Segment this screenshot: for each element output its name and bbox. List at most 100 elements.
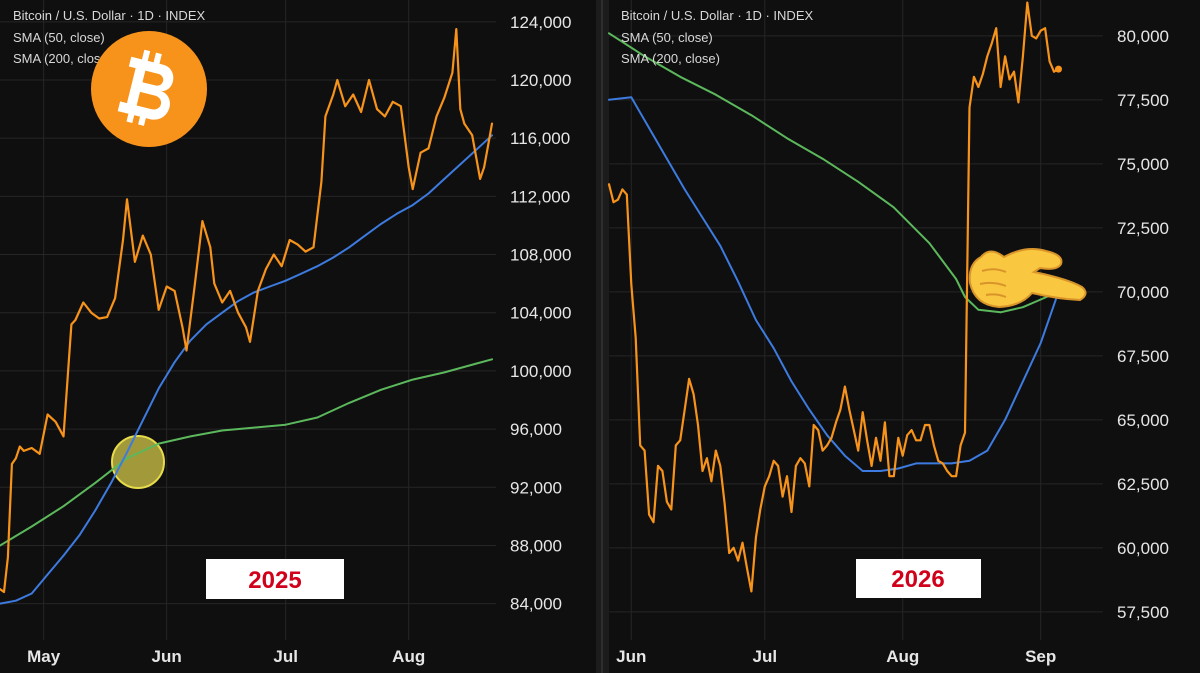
data-point: [126, 198, 128, 201]
bitcoin-logo-icon: [91, 31, 207, 147]
year-label-text-2025: 2025: [248, 567, 301, 594]
data-point: [688, 378, 690, 380]
data-point: [253, 291, 255, 294]
data-point: [999, 86, 1002, 88]
data-point: [443, 178, 446, 180]
data-point: [94, 482, 97, 484]
data-point: [62, 435, 65, 438]
x-tick-label: Aug: [392, 647, 425, 666]
data-point: [165, 285, 168, 288]
data-point: [296, 243, 299, 246]
data-point: [459, 163, 462, 166]
data-point: [0, 588, 1, 590]
data-point: [741, 541, 744, 544]
data-point: [955, 475, 957, 478]
data-point: [1030, 34, 1033, 37]
data-point: [141, 234, 144, 237]
data-point: [723, 503, 726, 506]
data-point: [30, 447, 33, 449]
data-point: [683, 188, 686, 191]
y-tick-label: 100,000: [510, 362, 571, 381]
data-point: [857, 180, 860, 183]
data-point: [999, 311, 1002, 314]
data-point: [245, 326, 247, 329]
data-point: [977, 86, 980, 88]
data-point: [928, 242, 931, 245]
data-point: [710, 480, 713, 483]
y-axis-2025: 84,000 88,000 92,000 96,000 100,000 104,000 10…: [510, 13, 571, 614]
data-point: [674, 444, 677, 447]
y-tick-label: 116,000: [510, 129, 570, 148]
data-point: [1008, 78, 1011, 81]
y-tick-label: 70,000: [1117, 283, 1169, 302]
data-point: [986, 55, 989, 58]
last-price-marker: [1054, 65, 1062, 73]
data-point: [443, 371, 446, 374]
data-point: [360, 111, 362, 113]
data-point: [803, 462, 806, 465]
data-point: [126, 451, 128, 454]
data-point: [237, 311, 240, 314]
data-point: [897, 436, 900, 439]
data-point: [11, 463, 13, 465]
data-point: [324, 115, 327, 118]
data-point: [1039, 29, 1042, 32]
data-point: [835, 421, 837, 424]
series-2025: [0, 28, 494, 605]
legend-2025: Bitcoin / U.S. Dollar · 1D · INDEX SMA (…: [13, 8, 205, 66]
data-point: [941, 462, 944, 465]
y-tick-label: 108,000: [510, 246, 571, 265]
data-point: [1013, 70, 1015, 73]
data-point: [90, 311, 93, 314]
data-point: [74, 319, 77, 321]
data-point: [808, 408, 811, 411]
x-tick-label: Jun: [152, 647, 182, 666]
data-point: [62, 505, 65, 508]
data-point: [719, 465, 722, 467]
data-point: [950, 475, 953, 478]
data-point: [701, 470, 704, 472]
data-point: [795, 465, 797, 467]
data-point: [617, 198, 619, 201]
data-point: [1044, 27, 1046, 30]
y-tick-label: 75,000: [1117, 155, 1169, 174]
data-point: [892, 475, 895, 478]
legend-sma50: SMA (50, close): [621, 30, 713, 45]
data-point: [772, 347, 775, 350]
data-point: [475, 362, 478, 365]
data-point: [98, 317, 101, 320]
data-point: [981, 73, 984, 76]
series-line-sma-50-close: [608, 96, 1060, 472]
data-point: [648, 127, 650, 129]
data-point: [839, 408, 842, 411]
data-point: [221, 429, 224, 432]
data-point: [879, 459, 882, 462]
data-point: [82, 301, 85, 304]
y-tick-label: 72,500: [1117, 219, 1169, 238]
data-point: [1022, 55, 1024, 58]
chart-panel-2025: 84,000 88,000 92,000 96,000 100,000 104,000 10…: [0, 0, 571, 666]
data-point: [419, 151, 422, 154]
y-tick-label: 80,000: [1117, 27, 1169, 46]
y-tick-label: 96,000: [510, 420, 562, 439]
legend-sma200: SMA (200, close): [13, 51, 112, 66]
data-point: [1022, 380, 1024, 383]
data-point: [38, 452, 41, 455]
data-point: [300, 272, 303, 275]
x-tick-label: Jul: [273, 647, 298, 666]
data-point: [463, 122, 466, 125]
data-point: [666, 500, 668, 503]
data-point: [221, 301, 224, 304]
data-point: [157, 387, 160, 390]
data-point: [0, 602, 1, 605]
data-point: [621, 188, 624, 191]
y-tick-label: 112,000: [510, 187, 570, 206]
data-point: [344, 105, 347, 108]
data-point: [411, 204, 414, 207]
data-point: [768, 475, 771, 478]
data-point: [790, 511, 793, 513]
data-point: [790, 380, 793, 383]
data-point: [395, 212, 398, 215]
data-point: [320, 180, 323, 183]
data-point: [1017, 101, 1020, 104]
